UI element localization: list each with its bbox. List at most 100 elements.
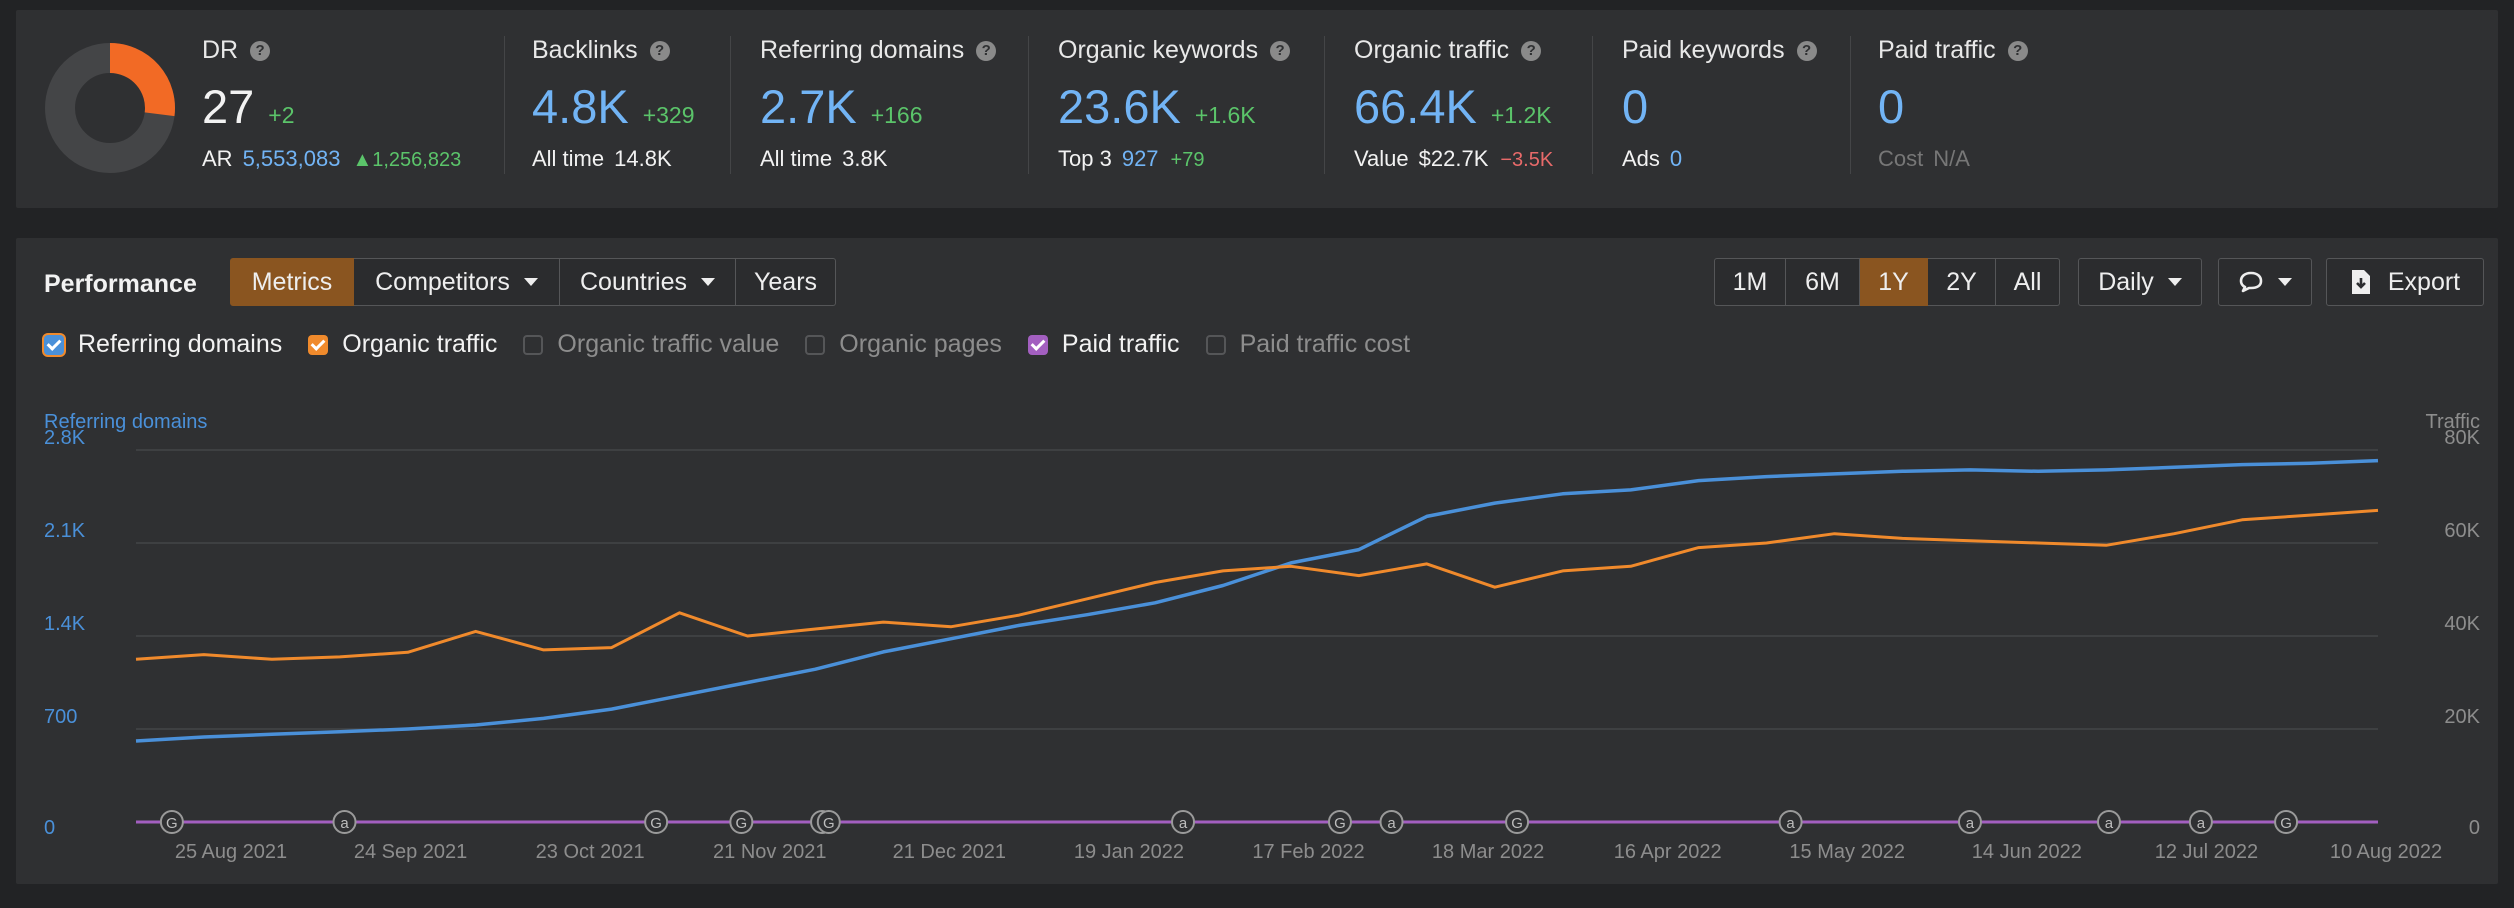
tab-countries[interactable]: Countries — [560, 258, 736, 306]
refdomains-value[interactable]: 2.7K — [760, 80, 857, 133]
right-tick-label: 60K — [2444, 520, 2480, 542]
range-1y[interactable]: 1Y — [1860, 258, 1928, 306]
backlinks-sub-label: All time — [532, 146, 605, 171]
checkbox-icon — [44, 334, 64, 355]
annotation-marker — [159, 810, 184, 834]
range-1m[interactable]: 1M — [1714, 258, 1786, 306]
checkbox-referring-domains[interactable]: Referring domains — [44, 330, 282, 359]
orgkw-delta: +1.6K — [1194, 102, 1256, 128]
dr-title: DR — [202, 36, 239, 64]
orgkw-value[interactable]: 23.6K — [1058, 80, 1181, 133]
tab-years[interactable]: Years — [736, 258, 836, 306]
export-wrap: Export — [2326, 258, 2484, 306]
tab-years-label: Years — [754, 267, 818, 296]
range-all[interactable]: All — [1996, 258, 2060, 306]
divider — [1592, 36, 1593, 174]
help-icon[interactable]: ? — [2007, 40, 2028, 61]
backlinks-value[interactable]: 4.8K — [532, 80, 629, 133]
ar-value[interactable]: 5,553,083 — [242, 146, 341, 171]
checkbox-label: Organic traffic value — [557, 330, 780, 358]
orgkw-sub-value[interactable]: 927 — [1121, 146, 1159, 171]
divider — [1324, 36, 1325, 174]
range-6m[interactable]: 6M — [1786, 258, 1860, 306]
orgtraffic-sub-label: Value — [1354, 146, 1409, 171]
range-6m-label: 6M — [1805, 267, 1840, 296]
backlinks-sub-value: 14.8K — [614, 146, 672, 171]
range-1m-label: 1M — [1732, 267, 1768, 296]
annotations-menu[interactable] — [2218, 258, 2312, 306]
range-1y-label: 1Y — [1878, 267, 1909, 296]
checkbox-organic-traffic[interactable]: Organic traffic — [308, 330, 497, 359]
interval-label: Daily — [2098, 267, 2154, 296]
help-icon[interactable]: ? — [1521, 40, 1542, 61]
annotation-marker-label: a — [340, 815, 349, 832]
right-tick-label: 80K — [2444, 427, 2480, 449]
performance-chart[interactable]: Referring domains Traffic 0 0 700 20K 1.4K 40K 2… — [16, 238, 2498, 884]
range-2y-label: 2Y — [1946, 267, 1977, 296]
annotation-marker — [1327, 810, 1352, 834]
left-axis-title: Referring domains — [44, 411, 207, 433]
series-line-referring-domains — [135, 458, 2379, 743]
annotation-marker-label: a — [1966, 815, 1975, 832]
annotation-marker-label: G — [1334, 815, 1346, 832]
annotation-marker — [2274, 810, 2299, 834]
export-button[interactable]: Export — [2326, 258, 2484, 306]
checkbox-label: Organic traffic — [342, 330, 498, 358]
performance-panel: Performance Metrics Competitors Countrie… — [16, 238, 2498, 884]
help-icon[interactable]: ? — [649, 40, 670, 61]
range-all-label: All — [2013, 267, 2042, 296]
checkbox-paid-traffic[interactable]: Paid traffic — [1027, 330, 1180, 359]
x-tick-label: 10 Aug 2022 — [2330, 841, 2442, 863]
annotation-marker — [332, 810, 357, 834]
left-tick-label: 2.8K — [44, 427, 86, 449]
left-tick-label: 1.4K — [44, 613, 86, 635]
tab-competitors[interactable]: Competitors — [354, 258, 560, 306]
checkbox-paid-traffic-cost[interactable]: Paid traffic cost — [1205, 330, 1410, 359]
checkbox-icon — [1205, 334, 1226, 355]
annotation-marker-label: G — [166, 815, 178, 832]
organic-keywords-metric: Organic keywords? 23.6K +1.6K Top 3 927 +79 — [1058, 36, 1291, 172]
paid-keywords-metric: Paid keywords? 0 Ads 0 — [1622, 36, 1817, 172]
tab-competitors-label: Competitors — [375, 267, 510, 296]
paidtraffic-value[interactable]: 0 — [1878, 80, 1905, 133]
right-tick-label: 40K — [2444, 613, 2480, 635]
help-icon[interactable]: ? — [1796, 40, 1817, 61]
interval-select[interactable]: Daily — [2078, 258, 2202, 306]
help-icon[interactable]: ? — [1270, 40, 1291, 61]
help-icon[interactable]: ? — [250, 40, 271, 61]
help-icon[interactable]: ? — [976, 40, 997, 61]
caret-down-icon — [523, 278, 538, 286]
divider — [1028, 36, 1029, 174]
comment-icon — [2239, 271, 2263, 293]
tab-metrics[interactable]: Metrics — [230, 258, 354, 306]
export-label: Export — [2387, 267, 2461, 296]
checkbox-icon — [805, 334, 826, 355]
performance-title: Performance — [44, 270, 197, 298]
paidkw-title: Paid keywords — [1622, 36, 1785, 64]
left-tick-label: 0 — [44, 817, 55, 839]
paidkw-sub-value[interactable]: 0 — [1669, 146, 1683, 171]
caret-down-icon — [701, 278, 715, 286]
orgtraffic-sub-delta: −3.5K — [1500, 149, 1554, 171]
checkbox-organic-traffic-value[interactable]: Organic traffic value — [523, 330, 779, 359]
series-line-organic-traffic — [135, 508, 2379, 661]
refdomains-title: Referring domains — [760, 36, 965, 64]
orgkw-sub-label: Top 3 — [1058, 146, 1112, 171]
x-tick-label: 16 Apr 2022 — [1614, 841, 1722, 863]
paidkw-value[interactable]: 0 — [1622, 80, 1649, 133]
annotation-marker — [1957, 810, 1982, 834]
paidtraffic-sub-value: N/A — [1933, 146, 1970, 171]
referring-domains-metric: Referring domains? 2.7K +166 All time 3.8K — [760, 36, 997, 172]
range-2y[interactable]: 2Y — [1928, 258, 1996, 306]
orgtraffic-title: Organic traffic — [1354, 36, 1510, 64]
checkbox-organic-pages[interactable]: Organic pages — [805, 330, 1002, 359]
x-tick-label: 19 Jan 2022 — [1074, 841, 1184, 863]
backlinks-delta: +329 — [642, 102, 695, 128]
right-tick-label: 20K — [2444, 706, 2480, 728]
x-tick-label: 12 Jul 2022 — [2155, 841, 2258, 863]
paidtraffic-title: Paid traffic — [1878, 36, 1996, 64]
x-tick-label: 17 Feb 2022 — [1252, 841, 1364, 863]
orgtraffic-value[interactable]: 66.4K — [1354, 80, 1477, 133]
metrics-summary-panel: DR? 27 +2 AR 5,553,083 ▲ 1,256,823 Backlinks… — [16, 10, 2498, 208]
x-tick-label: 21 Dec 2021 — [893, 841, 1006, 863]
